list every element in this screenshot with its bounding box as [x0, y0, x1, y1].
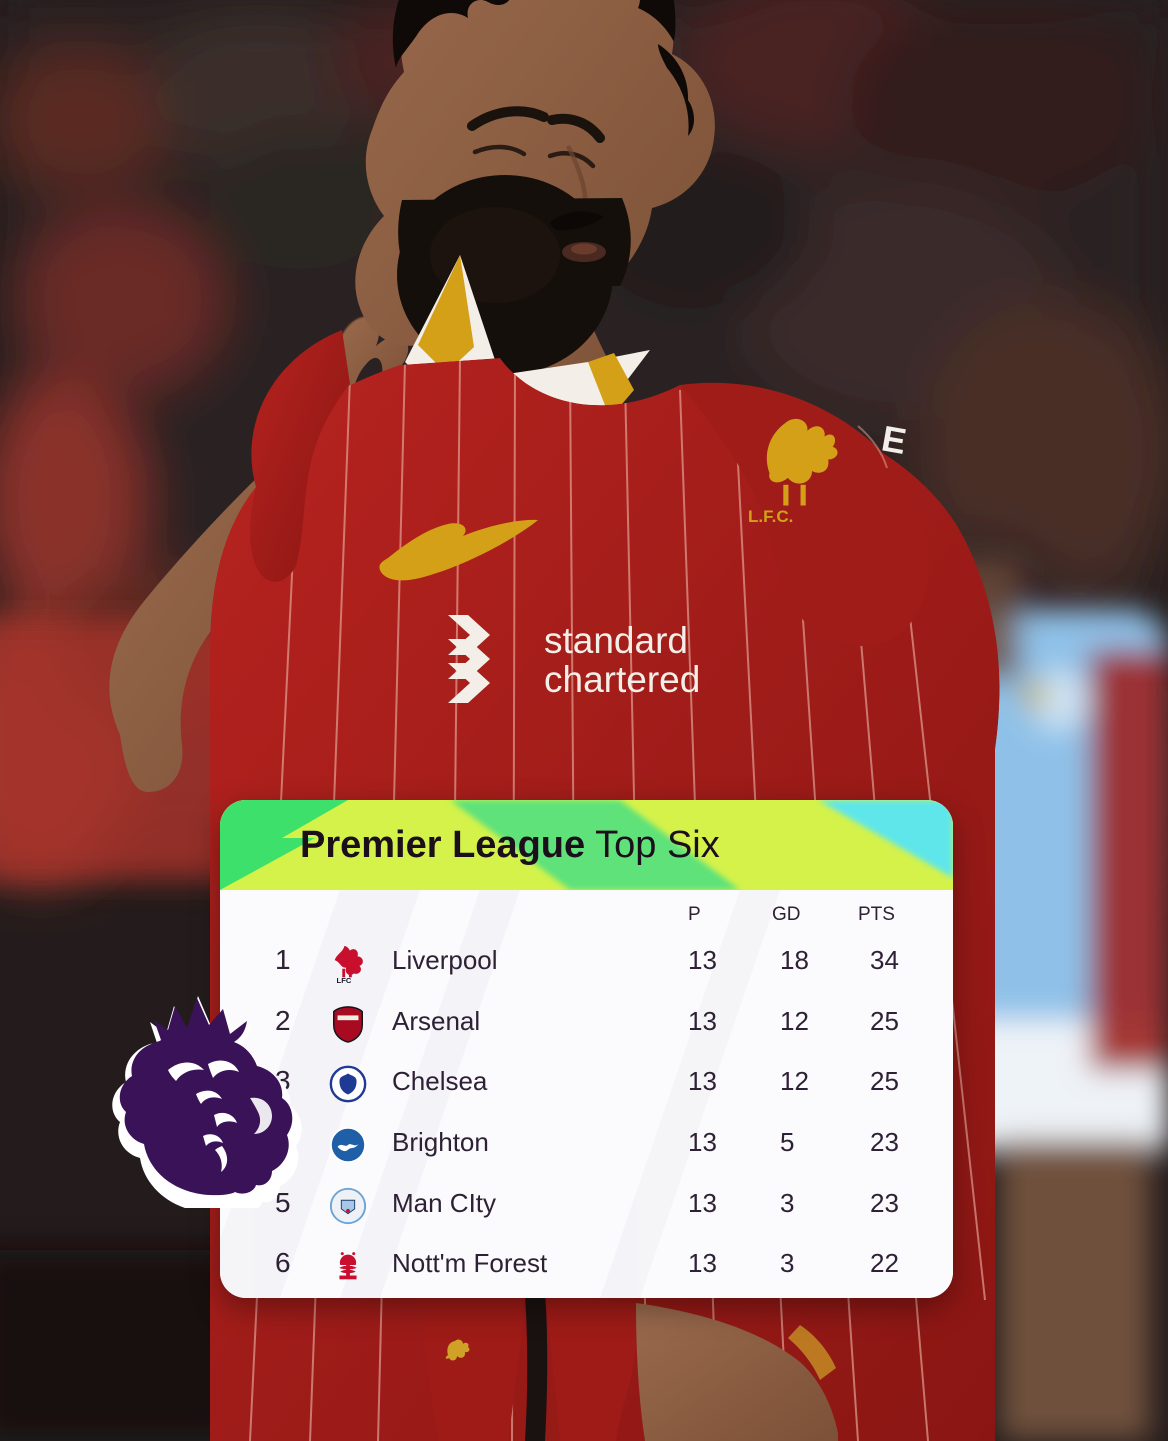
svg-text:LFC: LFC	[446, 1365, 462, 1374]
svg-text:chartered: chartered	[544, 659, 700, 700]
svg-text:L.F.C.: L.F.C.	[748, 507, 793, 526]
svg-text:LFC: LFC	[337, 976, 352, 983]
svg-text:standard: standard	[544, 620, 688, 661]
svg-text:E: E	[879, 418, 910, 463]
